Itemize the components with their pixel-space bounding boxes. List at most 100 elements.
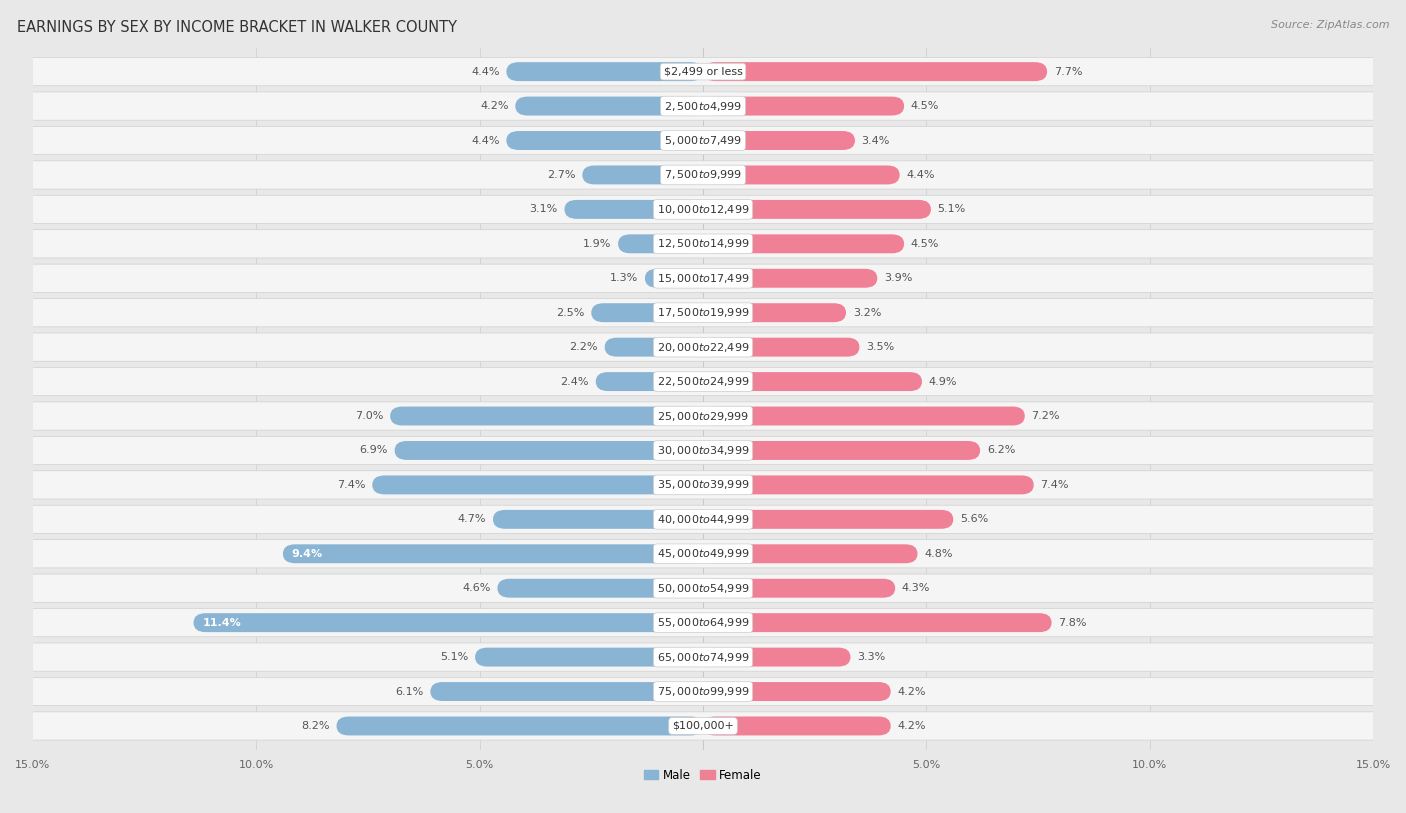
FancyBboxPatch shape [582, 166, 703, 185]
FancyBboxPatch shape [20, 264, 1386, 293]
Text: $100,000+: $100,000+ [672, 721, 734, 731]
Text: Source: ZipAtlas.com: Source: ZipAtlas.com [1271, 20, 1389, 30]
FancyBboxPatch shape [645, 269, 703, 288]
Text: 3.5%: 3.5% [866, 342, 894, 352]
Text: $2,500 to $4,999: $2,500 to $4,999 [664, 99, 742, 112]
FancyBboxPatch shape [389, 406, 703, 425]
FancyBboxPatch shape [703, 234, 904, 254]
FancyBboxPatch shape [20, 230, 1386, 258]
FancyBboxPatch shape [20, 574, 1386, 602]
Text: 4.2%: 4.2% [897, 686, 927, 697]
FancyBboxPatch shape [20, 126, 1386, 154]
FancyBboxPatch shape [703, 648, 851, 667]
FancyBboxPatch shape [703, 166, 900, 185]
Text: $40,000 to $44,999: $40,000 to $44,999 [657, 513, 749, 526]
FancyBboxPatch shape [20, 298, 1386, 327]
FancyBboxPatch shape [20, 540, 1386, 568]
Text: 4.2%: 4.2% [479, 101, 509, 111]
FancyBboxPatch shape [703, 303, 846, 322]
Text: 4.5%: 4.5% [911, 239, 939, 249]
Text: $17,500 to $19,999: $17,500 to $19,999 [657, 307, 749, 320]
Text: $5,000 to $7,499: $5,000 to $7,499 [664, 134, 742, 147]
Text: 7.4%: 7.4% [337, 480, 366, 490]
Text: 3.9%: 3.9% [884, 273, 912, 283]
FancyBboxPatch shape [373, 476, 703, 494]
Text: 7.8%: 7.8% [1059, 618, 1087, 628]
FancyBboxPatch shape [20, 58, 1386, 85]
Text: $30,000 to $34,999: $30,000 to $34,999 [657, 444, 749, 457]
FancyBboxPatch shape [605, 337, 703, 357]
FancyBboxPatch shape [20, 609, 1386, 637]
Text: 6.1%: 6.1% [395, 686, 423, 697]
FancyBboxPatch shape [703, 579, 896, 598]
FancyBboxPatch shape [430, 682, 703, 701]
Text: 3.2%: 3.2% [852, 307, 882, 318]
Text: 4.4%: 4.4% [471, 136, 499, 146]
FancyBboxPatch shape [703, 131, 855, 150]
FancyBboxPatch shape [283, 545, 703, 563]
Text: 7.0%: 7.0% [356, 411, 384, 421]
Text: 2.7%: 2.7% [547, 170, 575, 180]
FancyBboxPatch shape [703, 269, 877, 288]
Text: 3.1%: 3.1% [530, 204, 558, 215]
FancyBboxPatch shape [703, 200, 931, 219]
FancyBboxPatch shape [703, 716, 891, 736]
FancyBboxPatch shape [20, 437, 1386, 464]
FancyBboxPatch shape [703, 510, 953, 528]
Text: 3.4%: 3.4% [862, 136, 890, 146]
FancyBboxPatch shape [703, 545, 918, 563]
Text: 1.9%: 1.9% [583, 239, 612, 249]
FancyBboxPatch shape [475, 648, 703, 667]
Text: 8.2%: 8.2% [301, 721, 330, 731]
Text: 3.3%: 3.3% [858, 652, 886, 662]
Text: $22,500 to $24,999: $22,500 to $24,999 [657, 375, 749, 388]
Text: 9.4%: 9.4% [292, 549, 323, 559]
Text: 2.5%: 2.5% [557, 307, 585, 318]
FancyBboxPatch shape [703, 337, 859, 357]
Text: 4.4%: 4.4% [471, 67, 499, 76]
Text: $15,000 to $17,499: $15,000 to $17,499 [657, 272, 749, 285]
Legend: Male, Female: Male, Female [640, 764, 766, 786]
FancyBboxPatch shape [703, 441, 980, 460]
FancyBboxPatch shape [20, 333, 1386, 361]
Text: 4.7%: 4.7% [458, 515, 486, 524]
Text: $75,000 to $99,999: $75,000 to $99,999 [657, 685, 749, 698]
Text: $20,000 to $22,499: $20,000 to $22,499 [657, 341, 749, 354]
FancyBboxPatch shape [20, 712, 1386, 740]
FancyBboxPatch shape [703, 406, 1025, 425]
FancyBboxPatch shape [703, 476, 1033, 494]
Text: 5.1%: 5.1% [938, 204, 966, 215]
Text: $25,000 to $29,999: $25,000 to $29,999 [657, 410, 749, 423]
FancyBboxPatch shape [592, 303, 703, 322]
FancyBboxPatch shape [20, 505, 1386, 533]
FancyBboxPatch shape [336, 716, 703, 736]
FancyBboxPatch shape [494, 510, 703, 528]
Text: 1.3%: 1.3% [610, 273, 638, 283]
FancyBboxPatch shape [20, 643, 1386, 672]
Text: 4.4%: 4.4% [907, 170, 935, 180]
Text: EARNINGS BY SEX BY INCOME BRACKET IN WALKER COUNTY: EARNINGS BY SEX BY INCOME BRACKET IN WAL… [17, 20, 457, 35]
FancyBboxPatch shape [703, 613, 1052, 633]
Text: $55,000 to $64,999: $55,000 to $64,999 [657, 616, 749, 629]
Text: 11.4%: 11.4% [202, 618, 242, 628]
Text: 2.4%: 2.4% [561, 376, 589, 386]
FancyBboxPatch shape [20, 677, 1386, 706]
FancyBboxPatch shape [395, 441, 703, 460]
Text: 4.5%: 4.5% [911, 101, 939, 111]
FancyBboxPatch shape [20, 161, 1386, 189]
Text: 4.9%: 4.9% [929, 376, 957, 386]
FancyBboxPatch shape [703, 682, 891, 701]
FancyBboxPatch shape [20, 195, 1386, 224]
FancyBboxPatch shape [20, 402, 1386, 430]
FancyBboxPatch shape [506, 62, 703, 81]
FancyBboxPatch shape [20, 367, 1386, 396]
Text: 4.6%: 4.6% [463, 583, 491, 593]
Text: 4.2%: 4.2% [897, 721, 927, 731]
Text: 6.2%: 6.2% [987, 446, 1015, 455]
Text: 5.1%: 5.1% [440, 652, 468, 662]
FancyBboxPatch shape [506, 131, 703, 150]
FancyBboxPatch shape [194, 613, 703, 633]
Text: $10,000 to $12,499: $10,000 to $12,499 [657, 203, 749, 216]
Text: 4.8%: 4.8% [924, 549, 953, 559]
Text: 7.2%: 7.2% [1032, 411, 1060, 421]
